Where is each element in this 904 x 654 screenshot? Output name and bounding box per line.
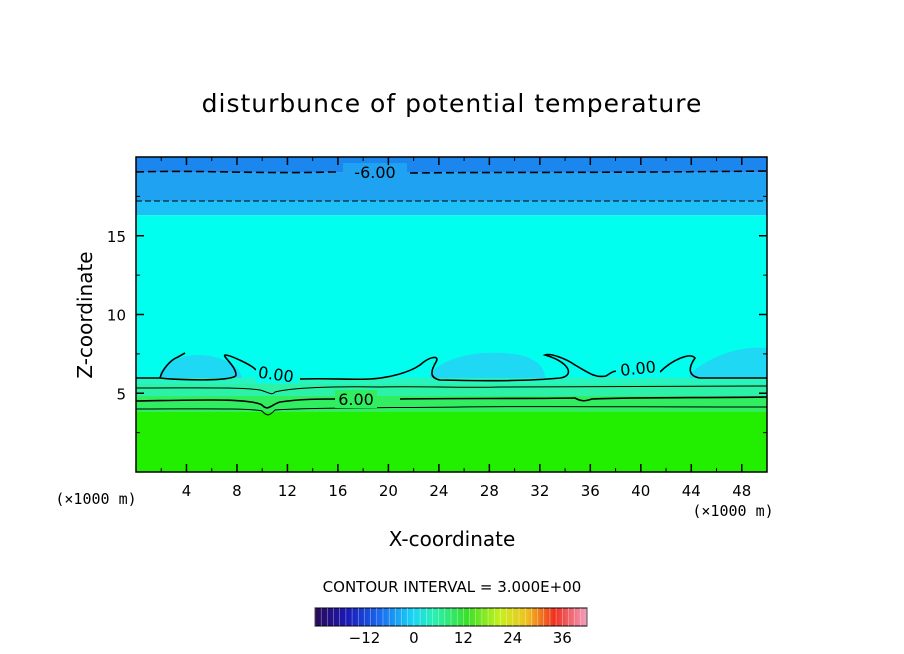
colorbar-tick-label: 12 [454,629,473,647]
y-axis-ticks [136,195,767,434]
chart-title: disturbunce of potential temperature [202,89,703,118]
colorbar-tick-label: 24 [503,629,522,647]
x-tick-label: 48 [732,482,751,500]
colorbar: −12 0 12 24 36 [314,607,588,647]
y-unit-label: (×1000 m) [55,490,136,508]
contour-line-minus6-right [409,170,767,174]
colorbar-tick-label: 36 [553,629,572,647]
contour-label-six: 6.00 [338,390,374,409]
x-tick-label: 24 [429,482,448,500]
y-tick-label: 15 [107,228,126,246]
colorbar-tick-label: 0 [409,629,419,647]
x-tick-label: 12 [278,482,297,500]
x-axis-ticks [160,157,743,472]
y-axis-tick-labels: 5 10 15 [107,228,126,404]
x-tick-label: 4 [182,482,192,500]
x-tick-label: 28 [480,482,499,500]
contour-label-bg [616,358,660,378]
x-tick-label: 20 [379,482,398,500]
x-tick-label: 16 [328,482,347,500]
fill-region-middle-layer [136,215,767,378]
plot-area [136,157,767,472]
x-tick-label: 32 [530,482,549,500]
x-tick-label: 40 [631,482,650,500]
y-tick-label: 5 [116,385,126,403]
contour-lines [136,170,767,416]
x-tick-label: 36 [581,482,600,500]
contour-label-bg [256,363,298,383]
x-axis-tick-labels: 4 8 12 16 20 24 28 32 36 40 44 48 [182,482,752,500]
contour-interval-label: CONTOUR INTERVAL = 3.000E+00 [323,578,582,596]
blue-patch-right [690,347,767,378]
colorbar-tick-label: −12 [349,629,381,647]
contour-label-bg [335,390,377,408]
fill-region-upper-layer [136,157,767,173]
contour-line-9 [136,406,767,416]
contour-label-zero-right: 0.00 [619,357,656,380]
fill-region-lower-layer [136,409,767,472]
x-tick-label: 8 [232,482,242,500]
contour-label-bg [343,163,407,181]
contour-label-zero-left: 0.00 [257,363,295,387]
y-axis-label: Z-coordinate [73,251,97,378]
contour-line-minus6 [136,170,340,174]
x-tick-label: 44 [682,482,701,500]
contour-line-6 [136,396,767,409]
fill-region-upper-layer-2 [136,172,767,202]
y-tick-label: 10 [107,307,126,325]
blue-patch-middle [430,352,545,378]
x-axis-label: X-coordinate [389,527,516,551]
blue-patch-left [160,354,242,378]
fill-region-upper-layer-3 [136,201,767,216]
filled-contours [136,157,767,472]
contour-line-zero [136,352,767,382]
x-unit-label: (×1000 m) [692,502,773,520]
colorbar-tick-labels: −12 0 12 24 36 [349,629,572,647]
contour-line-3 [136,385,767,395]
contour-label-minus6: -6.00 [354,163,395,182]
colorbar-segments [314,608,588,626]
